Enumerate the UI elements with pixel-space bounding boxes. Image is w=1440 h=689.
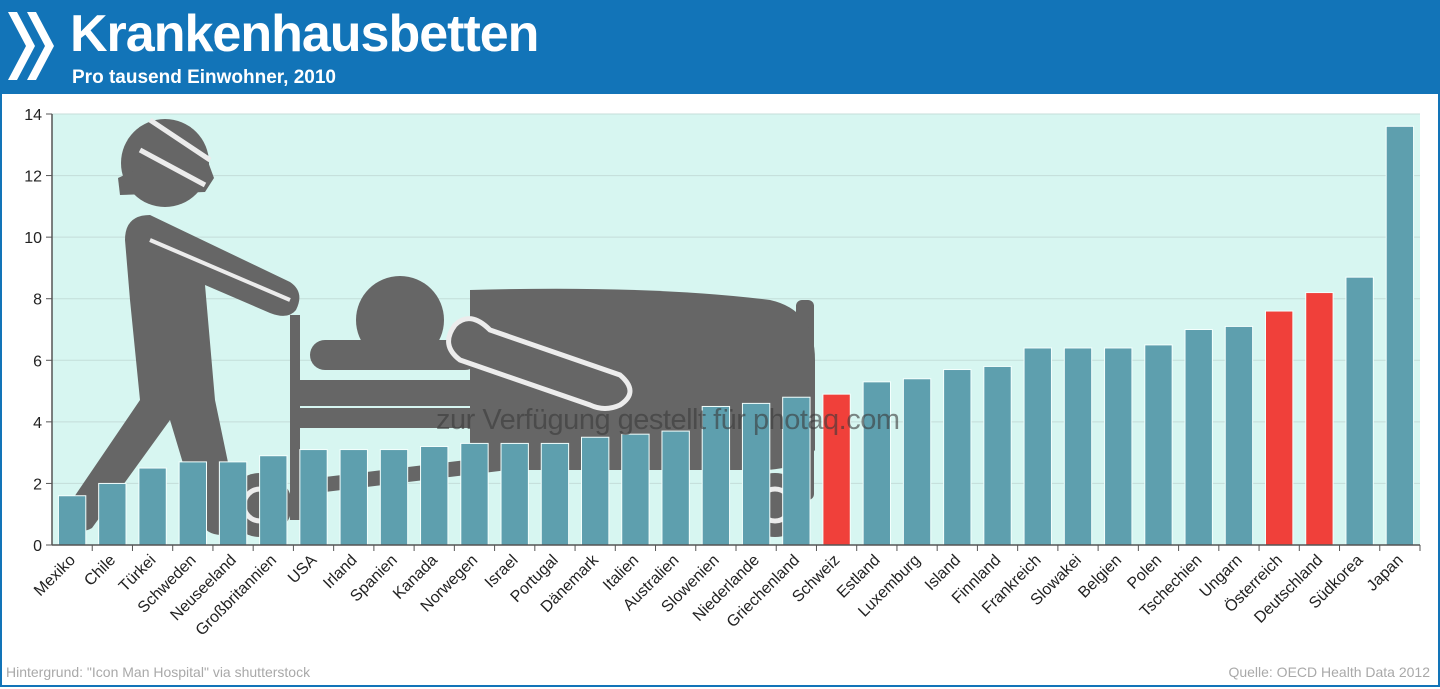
chart-title: Krankenhausbetten [70, 5, 539, 63]
bar-japan [1385, 125, 1415, 546]
x-tick-label: Belgien [1075, 552, 1125, 602]
watermark-text: zur Verfügung gestellt für photaq.com [436, 404, 900, 436]
y-tick-label: 10 [24, 230, 42, 247]
bar-series [57, 125, 1415, 546]
y-tick-label: 12 [24, 169, 42, 186]
y-tick-label: 14 [24, 107, 42, 124]
y-tick-label: 2 [33, 476, 42, 493]
bar-frankreich [1023, 347, 1052, 546]
bar-luxemburg [902, 378, 932, 546]
bar-schweiz [822, 393, 851, 546]
y-tick-label: 4 [33, 415, 42, 432]
chart-subtitle: Pro tausend Einwohner, 2010 [72, 67, 336, 88]
bar-österreich [1265, 310, 1294, 546]
bar-slowakei [1063, 347, 1093, 546]
bar-türkei [138, 467, 167, 546]
bar-irland [339, 449, 368, 546]
x-tick-label: USA [285, 552, 321, 588]
bar-portugal [540, 442, 570, 546]
bar-schweden [178, 461, 207, 546]
bar-großbritannien [259, 455, 288, 546]
bar-usa [299, 449, 328, 546]
background-credit: Hintergrund: "Icon Man Hospital" via shu… [6, 664, 311, 680]
bar-island [943, 369, 972, 546]
y-axis-ticks: 0 2 4 6 8 10 12 14 [24, 107, 52, 555]
bar-südkorea [1345, 276, 1374, 546]
bar-finnland [983, 365, 1012, 546]
bar-chart: 0 2 4 6 8 10 12 14 Mexiko ChileTürkeiSchwedenNeu… [24, 107, 1421, 639]
bar-belgien [1104, 347, 1133, 546]
oecd-chevrons-icon [8, 12, 54, 80]
x-tick-label: Mexiko [31, 552, 79, 600]
bar-mexiko [57, 495, 87, 546]
x-tick-label: Japan [1364, 552, 1407, 595]
y-tick-label: 6 [33, 353, 42, 370]
source-note: Quelle: OECD Health Data 2012 [1228, 664, 1430, 680]
bar-estland [862, 381, 892, 546]
header-bar: Krankenhausbetten Pro tausend Einwohner,… [0, 0, 1440, 94]
bar-deutschland [1305, 292, 1334, 546]
bar-spanien [379, 449, 409, 546]
bar-chile [98, 482, 127, 546]
bar-polen [1144, 344, 1173, 546]
bar-australien [661, 430, 690, 546]
bar-dänemark [581, 436, 610, 546]
x-tick-label: Chile [81, 552, 119, 590]
bar-tschechien [1184, 329, 1213, 546]
bar-kanada [420, 445, 449, 546]
bar-norwegen [460, 442, 489, 546]
y-tick-label: 8 [33, 292, 42, 309]
bar-italien [621, 433, 650, 546]
y-tick-label: 0 [33, 538, 42, 555]
bar-ungarn [1224, 325, 1254, 546]
x-axis-labels: Mexiko ChileTürkeiSchwedenNeuseelandGroßb… [31, 545, 1421, 639]
bar-niederlande [741, 402, 771, 546]
bar-israel [500, 442, 529, 546]
bar-griechenland [782, 396, 811, 546]
bar-neuseeland [218, 461, 248, 546]
bar-slowenien [701, 405, 731, 546]
